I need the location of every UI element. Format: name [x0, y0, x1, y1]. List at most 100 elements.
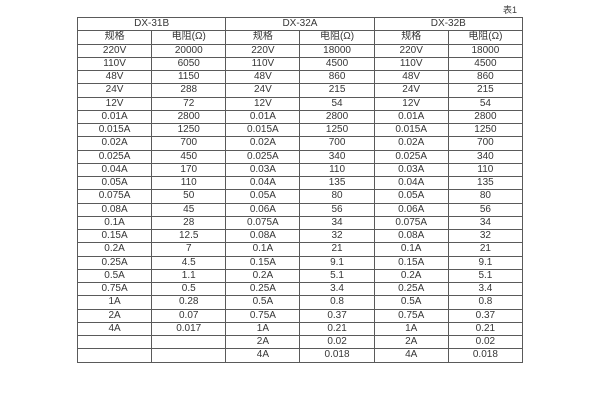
table-row: 0.05A 110 0.04A 135 0.04A 135 [76, 175, 524, 191]
resistance-cell: 340 [447, 149, 524, 164]
spec-cell: 0.25A [225, 281, 301, 297]
spec-cell: 220V [225, 43, 301, 58]
resistance-cell: 56 [299, 202, 375, 217]
spec-cell: 0.02A [225, 136, 301, 151]
table-row: 0.075A 50 0.05A 80 0.05A 80 [76, 189, 524, 204]
table-row: 4A 0.017 1A 0.21 1A 0.21 [76, 321, 524, 337]
spec-cell: 48V [373, 69, 449, 85]
resistance-cell: 5.1 [447, 268, 524, 284]
spec-cell: 0.05A [76, 175, 153, 191]
spec-cell: 220V [76, 43, 153, 58]
spec-cell: 48V [76, 69, 153, 85]
resistance-cell: 288 [151, 83, 227, 98]
column-header-cell: 电阻(Ω) [151, 30, 227, 45]
spec-cell: 1A [373, 321, 449, 337]
spec-cell: 0.06A [373, 202, 449, 217]
resistance-cell: 2800 [447, 109, 524, 125]
spec-cell: 0.2A [76, 242, 153, 257]
spec-cell: 12V [76, 96, 153, 111]
table-caption: 表1 [502, 5, 517, 15]
table-row: 2A 0.02 2A 0.02 [76, 334, 524, 350]
resistance-cell: 2800 [151, 109, 227, 125]
spec-cell: 110V [373, 56, 449, 72]
spec-cell: 0.08A [373, 228, 449, 244]
spec-cell: 1A [76, 295, 153, 310]
spec-cell: 1A [225, 321, 301, 337]
spec-cell: 2A [373, 334, 449, 350]
resistance-cell: 0.28 [151, 295, 227, 310]
spec-cell: 12V [225, 96, 301, 111]
resistance-cell: 860 [299, 69, 375, 85]
resistance-cell: 0.21 [447, 321, 524, 337]
spec-cell: 0.5A [373, 295, 449, 310]
resistance-cell: 54 [299, 96, 375, 111]
table-row: 0.1A 28 0.075A 34 0.075A 34 [76, 215, 524, 231]
resistance-cell: 34 [447, 215, 524, 231]
column-header-cell: 电阻(Ω) [447, 30, 524, 45]
spec-cell: 0.05A [373, 189, 449, 204]
resistance-cell: 18000 [299, 43, 375, 58]
spec-cell: 0.025A [76, 149, 153, 164]
spec-cell: 0.02A [373, 136, 449, 151]
spec-cell: 0.25A [76, 255, 153, 270]
resistance-cell: 5.1 [299, 268, 375, 284]
spec-cell: 0.1A [373, 242, 449, 257]
resistance-cell: 0.5 [151, 281, 227, 297]
resistance-cell: 18000 [447, 43, 524, 58]
resistance-cell: 1250 [447, 122, 524, 138]
spec-cell: 0.06A [225, 202, 301, 217]
table-row: 0.2A 7 0.1A 21 0.1A 21 [76, 242, 524, 257]
spec-cell: 0.15A [225, 255, 301, 270]
resistance-cell: 0.37 [447, 308, 524, 323]
spec-cell: 0.25A [373, 281, 449, 297]
spec-cell: 0.5A [76, 268, 153, 284]
resistance-cell: 170 [151, 162, 227, 178]
resistance-cell: 4500 [447, 56, 524, 72]
spec-cell: 0.1A [76, 215, 153, 231]
resistance-cell: 110 [299, 162, 375, 178]
spec-cell: 24V [76, 83, 153, 98]
spec-cell: 0.2A [373, 268, 449, 284]
resistance-cell [151, 334, 227, 350]
resistance-cell: 21 [447, 242, 524, 257]
table-row: 110V 6050 110V 4500 110V 4500 [76, 56, 524, 72]
spec-cell: 0.04A [373, 175, 449, 191]
model-header-row: DX-31B DX-32A DX-32B [76, 16, 524, 32]
table-row: 0.04A 170 0.03A 110 0.03A 110 [76, 162, 524, 178]
model-header-cell: DX-32B [373, 16, 524, 32]
table-row: 0.25A 4.5 0.15A 9.1 0.15A 9.1 [76, 255, 524, 270]
spec-cell: 12V [373, 96, 449, 111]
spec-cell: 0.02A [76, 136, 153, 151]
resistance-cell: 215 [299, 83, 375, 98]
resistance-cell: 110 [151, 175, 227, 191]
resistance-cell: 1250 [151, 122, 227, 138]
resistance-cell: 450 [151, 149, 227, 164]
column-header-cell: 电阻(Ω) [299, 30, 375, 45]
column-header-cell: 规格 [225, 30, 301, 45]
model-header-cell: DX-32A [225, 16, 375, 32]
resistance-cell: 1250 [299, 122, 375, 138]
spec-cell: 0.025A [373, 149, 449, 164]
table-body: 220V 20000 220V 18000 220V 18000 110V 6050 110V 4… [76, 43, 524, 363]
table-row: 4A 0.018 4A 0.018 [76, 348, 524, 363]
table-row: 1A 0.28 0.5A 0.8 0.5A 0.8 [76, 295, 524, 310]
spec-cell [76, 348, 153, 363]
resistance-cell: 28 [151, 215, 227, 231]
resistance-cell: 340 [299, 149, 375, 164]
spec-cell: 0.15A [76, 228, 153, 244]
table-row: 220V 20000 220V 18000 220V 18000 [76, 43, 524, 58]
spec-cell: 0.03A [373, 162, 449, 178]
resistance-cell: 3.4 [447, 281, 524, 297]
table-row: 0.015A 1250 0.015A 1250 0.015A 1250 [76, 122, 524, 138]
spec-cell: 2A [76, 308, 153, 323]
table-row: 0.02A 700 0.02A 700 0.02A 700 [76, 136, 524, 151]
resistance-cell: 0.02 [447, 334, 524, 350]
resistance-cell: 45 [151, 202, 227, 217]
table-row: 0.01A 2800 0.01A 2800 0.01A 2800 [76, 109, 524, 125]
table-row: 0.5A 1.1 0.2A 5.1 0.2A 5.1 [76, 268, 524, 284]
spec-cell: 48V [225, 69, 301, 85]
resistance-cell: 0.017 [151, 321, 227, 337]
resistance-cell: 9.1 [447, 255, 524, 270]
resistance-cell: 4.5 [151, 255, 227, 270]
resistance-cell: 0.8 [447, 295, 524, 310]
